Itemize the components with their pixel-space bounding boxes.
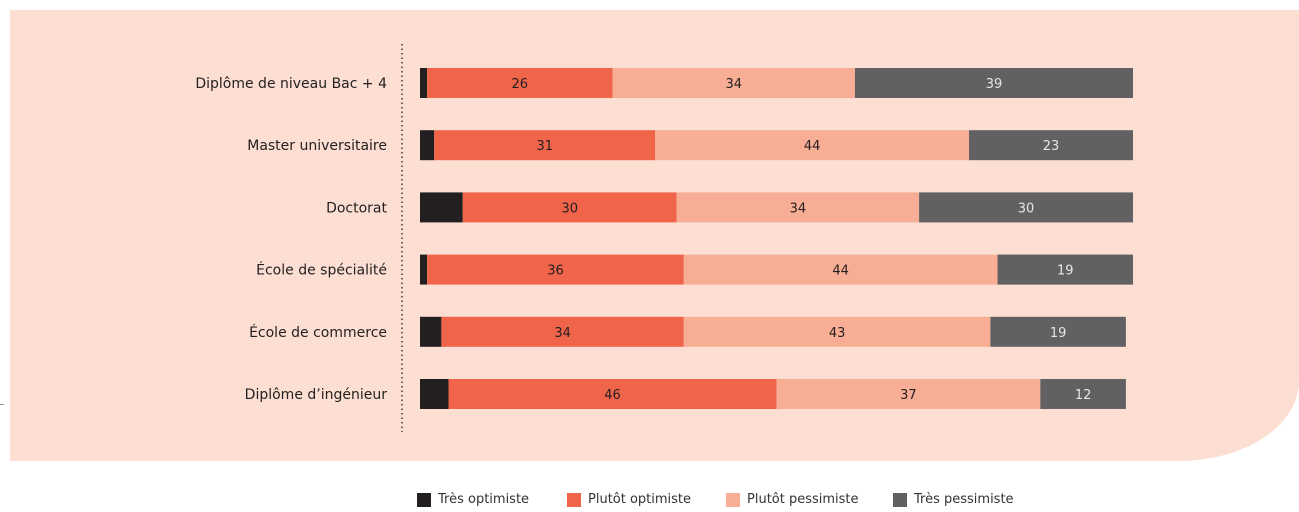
bar-segment: [420, 192, 463, 223]
bar-segment: [427, 68, 613, 98]
legend-item: Plutôt optimiste: [567, 488, 691, 509]
bar-segment: [434, 130, 656, 161]
bar-segment: [420, 254, 428, 285]
category-label: Master universitaire: [247, 138, 387, 154]
legend-item: Très optimiste: [417, 488, 529, 509]
bar-segment: [427, 254, 684, 285]
legend-swatch: [567, 493, 581, 507]
bar-segment: [676, 192, 920, 223]
chart-legend: Très optimiste Plutôt optimiste Plutôt pes…: [0, 488, 1299, 509]
bar-segment: [919, 192, 1133, 223]
data-label: 31: [536, 139, 553, 154]
bar-segment: [776, 379, 1041, 409]
data-label: 43: [829, 326, 846, 341]
data-label: 44: [832, 264, 849, 279]
data-label: 30: [1018, 201, 1035, 216]
legend-item: Plutôt pessimiste: [726, 488, 859, 509]
bar-segment: [969, 130, 1133, 161]
data-label: 36: [547, 264, 564, 279]
edge-tick-mark: [0, 404, 4, 405]
category-label: Doctorat: [326, 200, 387, 216]
data-label: 19: [1057, 264, 1074, 279]
bar-segment: [420, 68, 428, 98]
bar-segment: [420, 130, 435, 161]
category-label: École de spécialité: [256, 262, 387, 279]
category-label: Diplôme de niveau Bac + 4: [195, 76, 387, 92]
data-label: 34: [725, 77, 742, 92]
bar-segment: [462, 192, 677, 223]
data-label: 34: [790, 201, 807, 216]
bar-segment: [420, 379, 449, 409]
legend-swatch: [893, 493, 907, 507]
data-label: 34: [554, 326, 571, 341]
bar-segment: [683, 254, 998, 285]
bar-segment: [655, 130, 970, 161]
bar-segment: [420, 316, 442, 347]
bar-segment: [1040, 379, 1126, 409]
legend-label: Plutôt pessimiste: [747, 492, 859, 507]
bar-segment: [612, 68, 855, 98]
legend-item: Très pessimiste: [893, 488, 1014, 509]
data-label: 12: [1075, 388, 1092, 403]
legend-swatch: [726, 493, 740, 507]
bar-segment: [441, 316, 684, 347]
legend-label: Très pessimiste: [914, 492, 1014, 507]
data-label: 44: [804, 139, 821, 154]
data-label: 19: [1050, 326, 1067, 341]
data-label: 30: [561, 201, 578, 216]
bar-segment: [997, 254, 1133, 285]
category-label: Diplôme d’ingénieur: [245, 387, 388, 403]
category-label: École de commerce: [249, 324, 387, 341]
data-label: 23: [1043, 139, 1060, 154]
legend-label: Plutôt optimiste: [588, 492, 692, 507]
bar-segment: [854, 68, 1133, 98]
bar-segment: [448, 379, 777, 409]
legend-swatch: [417, 493, 431, 507]
legend-label: Très optimiste: [438, 492, 530, 507]
data-label: 37: [900, 388, 917, 403]
data-label: 26: [512, 77, 529, 92]
stacked-bar-chart: Diplôme de niveau Bac + 4 26 34 39 Master un…: [195, 44, 1133, 432]
bar-segment: [683, 316, 991, 347]
data-label: 46: [604, 388, 621, 403]
bar-segment: [990, 316, 1126, 347]
data-label: 39: [986, 77, 1003, 92]
